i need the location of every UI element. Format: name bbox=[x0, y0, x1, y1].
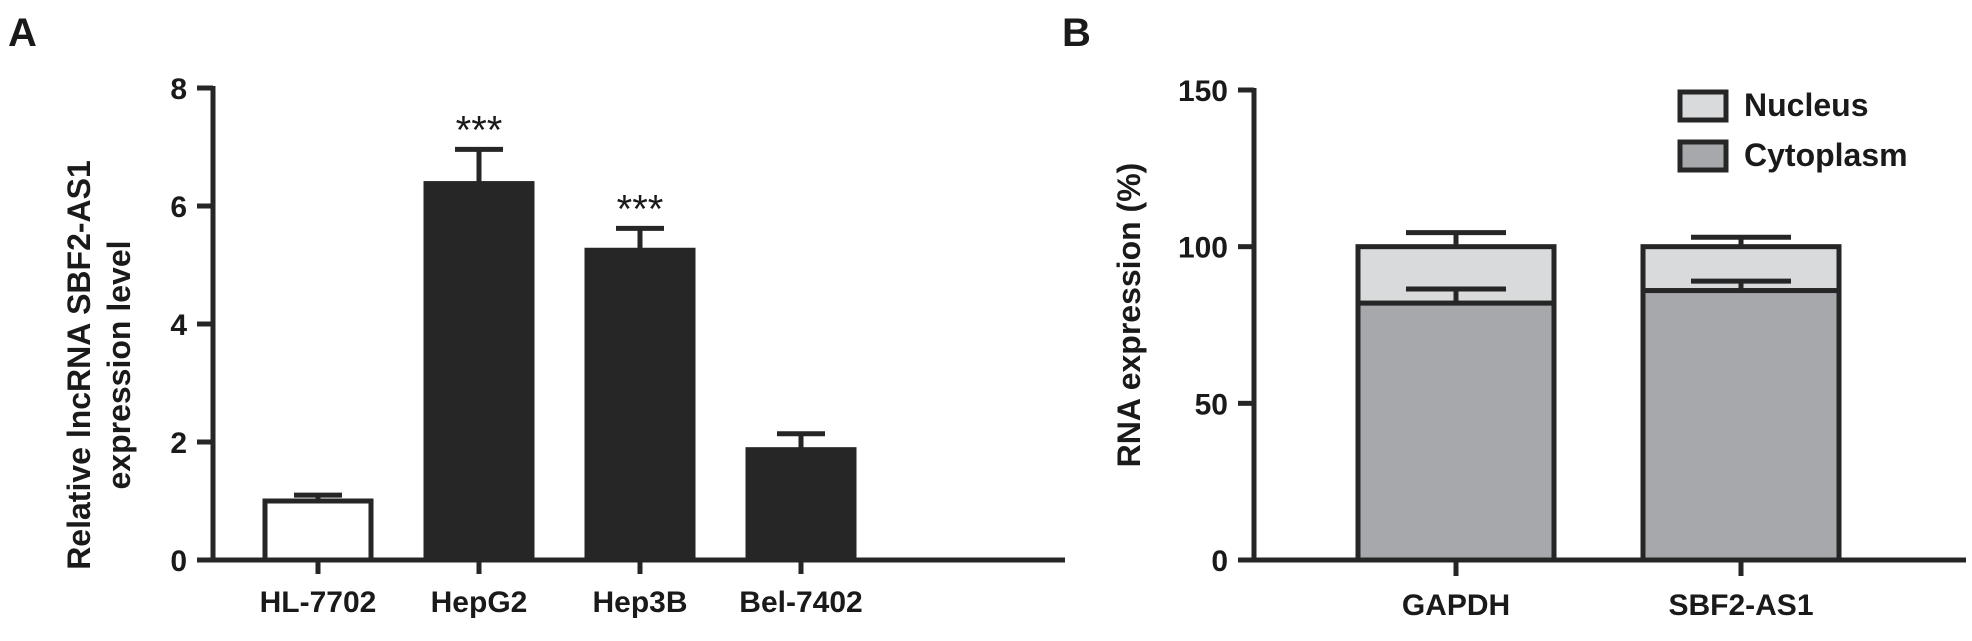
panel-a-bar bbox=[745, 447, 857, 563]
panel-a-x-tick-label: HL-7702 bbox=[260, 586, 377, 619]
panel-b-y-tick-label: 0 bbox=[1211, 545, 1228, 578]
panel-b-marks: 0 50 100 150 GAPDH SBF2-AS1 Nucleus Cytoplasm bbox=[1178, 75, 1966, 622]
panel-a-bar bbox=[262, 498, 374, 563]
panel-a: A Relative lncRNA SBF2-AS1 expression le… bbox=[8, 11, 1065, 619]
panel-b-bar-segment-cytoplasm bbox=[1355, 300, 1557, 563]
panel-b-x-tick-label: SBF2-AS1 bbox=[1668, 589, 1813, 622]
panel-a-ylabel-line2: expression level bbox=[101, 240, 137, 489]
panel-b-y-tick-label: 50 bbox=[1195, 388, 1228, 421]
panel-a-y-tick-label: 6 bbox=[170, 191, 187, 224]
panel-b-label: B bbox=[1062, 11, 1091, 55]
panel-a-bar bbox=[423, 181, 535, 563]
panel-b-bar-segment-cytoplasm bbox=[1640, 288, 1842, 563]
panel-b-y-tick-label: 150 bbox=[1178, 75, 1228, 108]
panel-a-ylabel-line1: Relative lncRNA SBF2-AS1 bbox=[61, 160, 97, 570]
panel-a-y-tick-label: 8 bbox=[170, 73, 187, 106]
panel-b-y-tick-label: 100 bbox=[1178, 232, 1228, 265]
panel-a-x-tick-label: Hep3B bbox=[592, 586, 687, 619]
panel-a-y-tick-label: 2 bbox=[170, 427, 187, 460]
panel-a-significance-label: *** bbox=[617, 187, 664, 231]
panel-a-marks: 0 2 4 6 8 HL-7702 HepG2 *** Hep3B *** Bel-7402 bbox=[170, 73, 1065, 619]
panel-a-y-tick-label: 4 bbox=[170, 309, 187, 342]
panel-b-legend-swatch bbox=[1677, 89, 1729, 123]
panel-b: B RNA expression (%) 0 50 100 150 GAPDH SBF2-… bbox=[1062, 11, 1966, 622]
panel-a-x-tick-label: Bel-7402 bbox=[739, 586, 862, 619]
panel-b-legend-swatch bbox=[1677, 139, 1729, 173]
panel-a-x-tick-label: HepG2 bbox=[431, 586, 528, 619]
panel-a-bar bbox=[584, 247, 696, 563]
panel-a-significance-label: *** bbox=[456, 108, 503, 152]
panel-a-label: A bbox=[8, 11, 37, 55]
panel-a-y-tick-label: 0 bbox=[170, 545, 187, 578]
panel-b-x-tick-label: GAPDH bbox=[1402, 589, 1510, 622]
panel-b-legend-label: Cytoplasm bbox=[1744, 137, 1908, 173]
panel-b-ylabel: RNA expression (%) bbox=[1111, 163, 1147, 468]
panel-b-legend-label: Nucleus bbox=[1744, 87, 1868, 123]
